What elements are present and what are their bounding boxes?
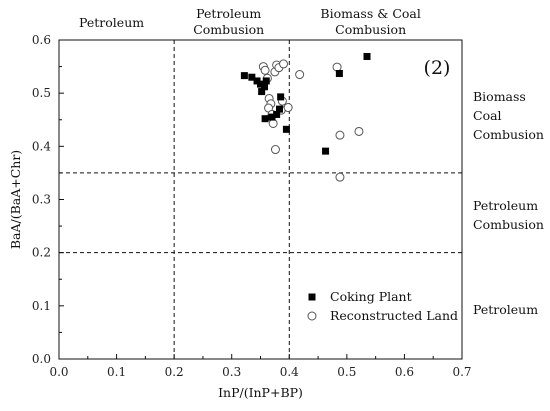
series-coking-plant xyxy=(240,52,371,155)
y-tick-label: 0.3 xyxy=(32,193,51,207)
legend-marker xyxy=(307,311,317,321)
y-tick-label: 0.1 xyxy=(32,299,51,313)
y-tick-label: 0.0 xyxy=(32,352,51,366)
right-region-label: Biomass Coal Combusion xyxy=(473,89,544,142)
x-tick-label: 0.0 xyxy=(49,365,68,379)
data-point xyxy=(275,105,283,113)
right-region-label: Petroleum xyxy=(473,302,538,317)
data-point xyxy=(322,147,330,155)
legend-entry: Reconstructed Land xyxy=(307,308,458,323)
region-label-line: Petroleum xyxy=(473,302,538,317)
data-point xyxy=(282,125,290,133)
x-axis-label: InP/(InP+BP) xyxy=(218,385,303,400)
data-point xyxy=(268,113,276,121)
data-point xyxy=(335,69,343,77)
region-label-line: Coal xyxy=(473,108,502,123)
x-tick-label: 0.5 xyxy=(337,365,356,379)
y-tick-label: 0.6 xyxy=(32,33,51,47)
data-point xyxy=(335,130,345,140)
series-reconstructed-land xyxy=(258,59,364,182)
y-tick-label: 0.4 xyxy=(32,139,51,153)
region-label-line: Combusion xyxy=(335,22,406,37)
data-point xyxy=(261,83,269,91)
data-point xyxy=(273,110,281,118)
y-tick-label: 0.2 xyxy=(32,246,51,260)
region-label-line: Biomass & Coal xyxy=(320,6,420,21)
legend-label: Reconstructed Land xyxy=(330,308,458,323)
top-region-label: Biomass & Coal Combusion xyxy=(320,6,420,37)
data-point xyxy=(295,70,305,80)
data-point xyxy=(270,145,280,155)
data-point xyxy=(332,62,342,72)
legend-marker xyxy=(308,293,316,301)
region-label-line: Biomass xyxy=(473,89,526,104)
right-region-label: Petroleum Combusion xyxy=(473,198,544,232)
x-tick-label: 0.6 xyxy=(395,365,414,379)
data-point xyxy=(260,65,270,75)
data-point xyxy=(268,118,278,128)
data-point xyxy=(354,126,364,136)
y-axis-label: BaA/(BaA+Chr) xyxy=(8,150,23,249)
legend-label: Coking Plant xyxy=(330,289,412,304)
region-label-line: Combusion xyxy=(473,217,544,232)
region-label-line: Combusion xyxy=(193,22,264,37)
axes: 0.0 0.1 0.2 0.3 0.4 0.5 0.6 0.7 0.0 0.1 0.2 0.3 0.4 0… xyxy=(32,33,472,379)
top-region-label: Petroleum Combusion xyxy=(193,6,264,37)
y-tick-label: 0.5 xyxy=(32,86,51,100)
region-label-line: Petroleum xyxy=(79,15,144,30)
x-tick-label: 0.4 xyxy=(280,365,299,379)
legend-entry: Coking Plant xyxy=(308,289,412,304)
x-tick-label: 0.2 xyxy=(165,365,184,379)
data-point xyxy=(335,172,345,182)
data-point xyxy=(283,103,293,113)
data-point xyxy=(277,93,285,101)
data-point xyxy=(279,59,289,69)
panel-label: (2) xyxy=(424,57,451,79)
data-point xyxy=(262,77,270,85)
x-tick-label: 0.1 xyxy=(107,365,126,379)
data-point xyxy=(261,115,269,123)
top-region-label: Petroleum xyxy=(79,15,144,30)
x-tick-label: 0.7 xyxy=(452,365,471,379)
x-tick-label: 0.3 xyxy=(222,365,241,379)
data-point xyxy=(240,72,248,80)
data-point xyxy=(258,88,266,96)
data-point xyxy=(363,52,371,60)
region-label-line: Petroleum xyxy=(473,198,538,213)
data-point xyxy=(248,73,256,81)
data-point xyxy=(257,80,264,88)
region-label-line: Combusion xyxy=(473,127,544,142)
legend: Coking Plant Reconstructed Land xyxy=(307,289,458,323)
region-label-line: Petroleum xyxy=(196,6,261,21)
data-points xyxy=(240,52,371,182)
